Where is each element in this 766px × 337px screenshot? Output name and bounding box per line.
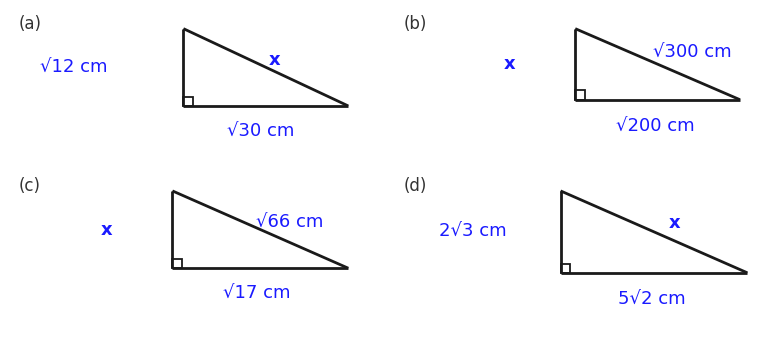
Text: √17 cm: √17 cm <box>223 284 290 302</box>
Text: 2√3 cm: 2√3 cm <box>439 222 506 240</box>
Text: (c): (c) <box>18 177 41 195</box>
Text: √66 cm: √66 cm <box>256 213 323 231</box>
Text: x: x <box>269 51 281 68</box>
Text: √300 cm: √300 cm <box>653 43 732 61</box>
Text: (a): (a) <box>18 15 41 33</box>
Text: √200 cm: √200 cm <box>617 117 695 135</box>
Text: √30 cm: √30 cm <box>227 122 294 140</box>
Text: x: x <box>503 55 516 73</box>
Text: √12 cm: √12 cm <box>40 58 107 76</box>
Text: x: x <box>668 214 680 232</box>
Text: (b): (b) <box>403 15 427 33</box>
Text: x: x <box>100 220 113 239</box>
Text: (d): (d) <box>403 177 427 195</box>
Text: 5√2 cm: 5√2 cm <box>618 290 686 308</box>
